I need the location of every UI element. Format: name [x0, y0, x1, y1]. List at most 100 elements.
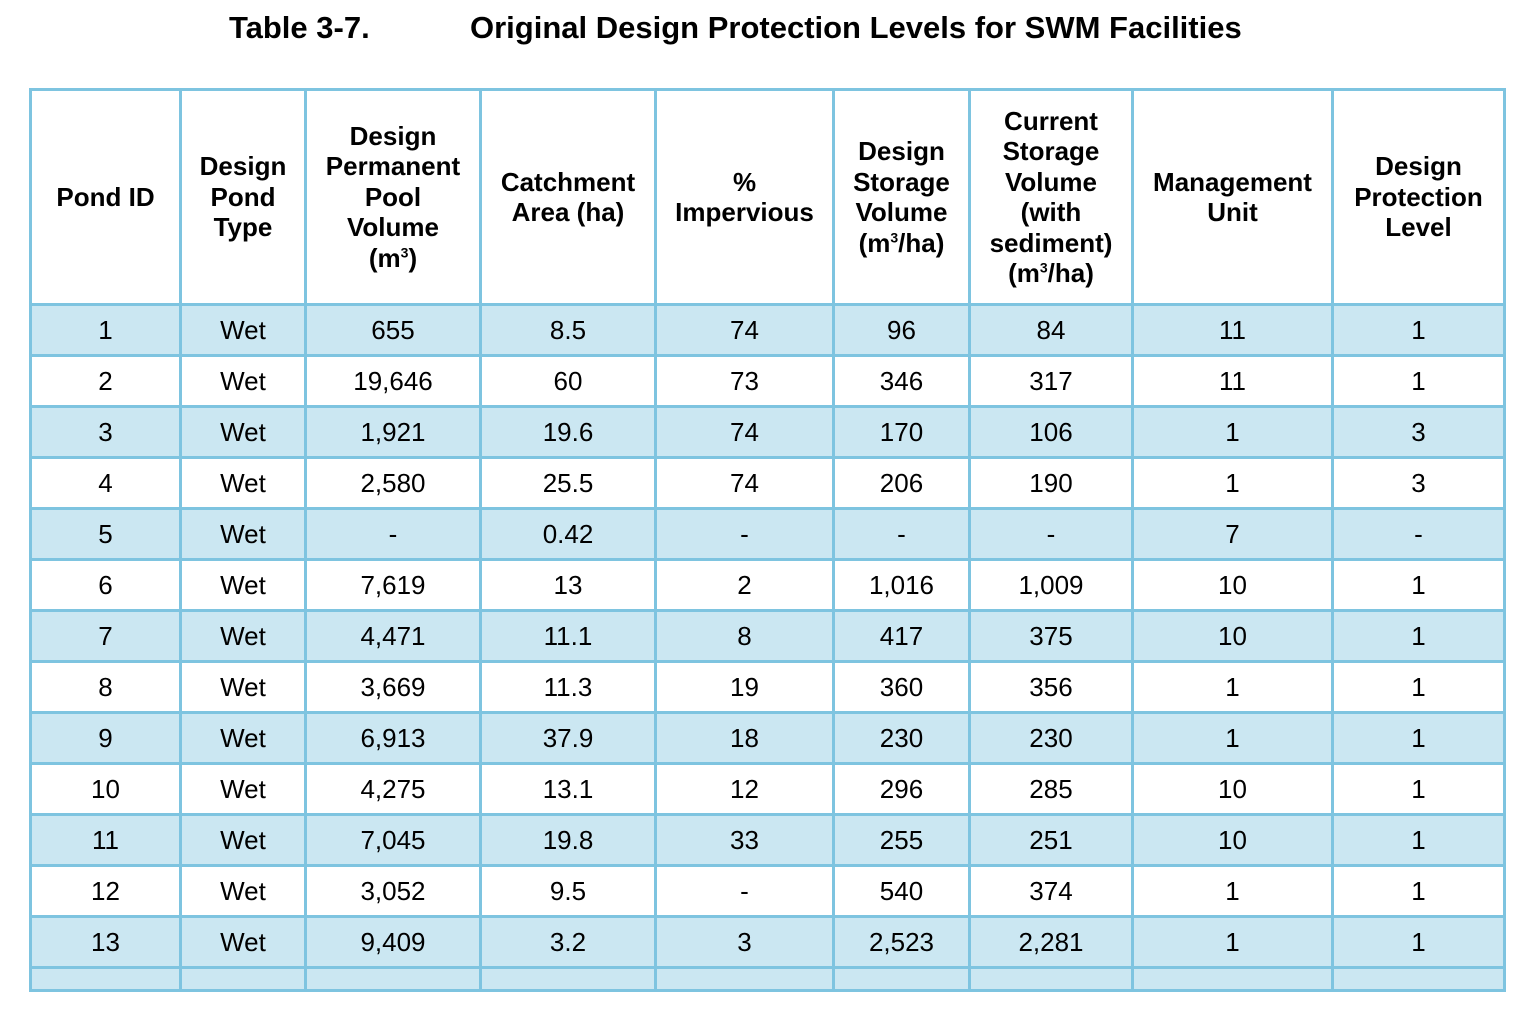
table-cell: 2	[654, 558, 835, 612]
table-cell: 19.8	[479, 813, 657, 867]
table-cell: -	[654, 864, 835, 918]
table-cell: 3	[1331, 405, 1506, 459]
table-cell: 3	[29, 405, 182, 459]
table-cell: 11.3	[479, 660, 657, 714]
table-cell: Wet	[179, 354, 307, 408]
table-cell: 3,052	[304, 864, 482, 918]
table-cell: Wet	[179, 507, 307, 561]
table-row-partial	[29, 966, 1506, 992]
table-cell: 11	[1131, 303, 1334, 357]
table-title: Original Design Protection Levels for SW…	[470, 10, 1242, 45]
table-cell: 37.9	[479, 711, 657, 765]
table-cell: 19,646	[304, 354, 482, 408]
table-cell	[1131, 966, 1334, 992]
table-cell: 2,580	[304, 456, 482, 510]
table-cell	[968, 966, 1134, 992]
table-cell: 360	[832, 660, 971, 714]
column-header: Current Storage Volume (with sediment) (m3/ha…	[968, 88, 1134, 306]
column-header: Design Permanent Pool Volume (m3)	[304, 88, 482, 306]
table-cell: 18	[654, 711, 835, 765]
table-cell: 3,669	[304, 660, 482, 714]
table-row: 12 Wet 3,052 9.5-540 374 1 1	[29, 864, 1506, 918]
table-cell	[179, 966, 307, 992]
table-cell: 1	[1331, 303, 1506, 357]
table-cell: Wet	[179, 558, 307, 612]
table-row: 4 Wet 2,580 25.5 74 206 190 1 3	[29, 456, 1506, 510]
table-body: 1 Wet 655 8.5 74 96 84 11 1 2 Wet 19,646 60 73 346 317 1…	[29, 303, 1506, 992]
table-cell: 251	[968, 813, 1134, 867]
table-row: 9 Wet 6,913 37.9 18 230 230 1 1	[29, 711, 1506, 765]
table-cell	[29, 966, 182, 992]
table-cell: 10	[1131, 813, 1334, 867]
table-cell: 10	[1131, 762, 1334, 816]
column-header-line: Catchment	[500, 166, 636, 197]
column-header-line: Current	[1004, 105, 1098, 136]
table-cell: 7	[1131, 507, 1334, 561]
table-row: 7 Wet 4,471 11.1 8 417 375 10 1	[29, 609, 1506, 663]
column-header-line: Impervious	[675, 197, 814, 227]
table-cell: 1	[1131, 864, 1334, 918]
table-cell: 73	[654, 354, 835, 408]
column-header-line: Design	[199, 151, 287, 182]
table-cell: 10	[1131, 558, 1334, 612]
table-cell: -	[654, 507, 835, 561]
table-cell: 60	[479, 354, 657, 408]
table-cell: 1	[1331, 660, 1506, 714]
column-header-line: Protection	[1354, 181, 1483, 212]
table-cell: Wet	[179, 456, 307, 510]
column-header-line: (m3/ha)	[858, 227, 945, 258]
column-header-line: Management	[1153, 166, 1312, 197]
table-cell: 9,409	[304, 915, 482, 969]
table-cell: 230	[832, 711, 971, 765]
table-cell: -	[968, 507, 1134, 561]
table-cell: 1	[1131, 660, 1334, 714]
table-cell: 255	[832, 813, 971, 867]
table-cell: -	[1331, 507, 1506, 561]
column-header: Design Pond Type	[179, 88, 307, 306]
column-header: % Impervious	[654, 88, 835, 306]
column-header-line: Volume	[855, 197, 948, 227]
table-cell: 25.5	[479, 456, 657, 510]
table-cell: 12	[654, 762, 835, 816]
table-cell: 190	[968, 456, 1134, 510]
table-cell: 7,045	[304, 813, 482, 867]
unit-superscript: 3	[890, 228, 899, 245]
table-cell: 8	[29, 660, 182, 714]
table-cell: Wet	[179, 813, 307, 867]
table-row: 2 Wet 19,646 60 73 346 317 11 1	[29, 354, 1506, 408]
table-cell: 206	[832, 456, 971, 510]
column-header-line: Design	[1375, 151, 1462, 182]
table-row: 11 Wet 7,045 19.8 33 255 251 10 1	[29, 813, 1506, 867]
table-cell: 356	[968, 660, 1134, 714]
table-cell: 417	[832, 609, 971, 663]
column-header-line: Level	[1385, 212, 1452, 243]
table-cell: 1	[1331, 558, 1506, 612]
table-cell: 1	[29, 303, 182, 357]
table-cell: 0.42	[479, 507, 657, 561]
table-cell: 9.5	[479, 864, 657, 918]
table-cell	[1331, 966, 1506, 992]
table-cell: -	[832, 507, 971, 561]
table-row: 3 Wet 1,921 19.6 74 170 106 1 3	[29, 405, 1506, 459]
column-header-line: Design	[349, 120, 437, 151]
table-cell: 7,619	[304, 558, 482, 612]
table-cell	[654, 966, 835, 992]
table-cell: 6,913	[304, 711, 482, 765]
table-cell: 655	[304, 303, 482, 357]
table-cell: 1	[1331, 711, 1506, 765]
table-cell: 2,281	[968, 915, 1134, 969]
table-cell: Wet	[179, 609, 307, 663]
table-cell: 2	[29, 354, 182, 408]
table-cell: 74	[654, 405, 835, 459]
column-header-line: %	[732, 166, 757, 197]
table-cell: 1	[1331, 864, 1506, 918]
swm-facilities-table: Pond ID Design Pond Type Design Permanent Pool…	[29, 88, 1506, 992]
column-header-line: (m3/ha)	[1008, 258, 1094, 288]
table-cell: 346	[832, 354, 971, 408]
table-cell: 9	[29, 711, 182, 765]
table-caption: Table 3-7. Original Design Protection Le…	[0, 10, 1522, 50]
table-cell: 1	[1131, 711, 1334, 765]
table-cell	[832, 966, 971, 992]
table-cell: 6	[29, 558, 182, 612]
table-cell: 4,275	[304, 762, 482, 816]
